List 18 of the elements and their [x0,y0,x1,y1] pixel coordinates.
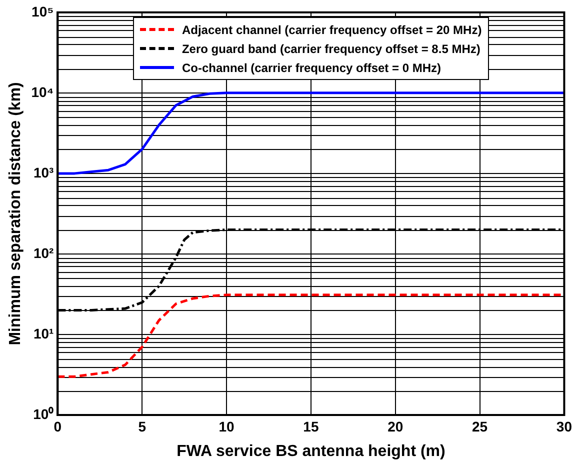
x-tick-label: 0 [54,418,62,434]
y-tick-label: 10⁰ [33,406,54,422]
y-tick-label: 10³ [33,164,54,180]
x-tick-label: 25 [472,418,488,434]
x-tick-label: 10 [218,418,235,434]
y-tick-label: 10² [33,244,54,261]
x-tick-label: 20 [388,418,404,434]
x-tick-label: 15 [303,418,319,434]
x-axis-title: FWA service BS antenna height (m) [176,442,446,460]
x-tick-label: 30 [556,418,572,434]
legend-label: Zero guard band (carrier frequency offset = 8.5 MHz) [182,42,480,56]
y-tick-label: 10⁵ [32,3,54,20]
y-tick-label: 10¹ [33,325,54,342]
y-tick-label: 10⁴ [31,84,54,100]
x-tick-label: 5 [138,418,146,434]
y-axis-title: Minimum separation distance (km) [7,82,24,346]
legend-label: Co-channel (carrier frequency offset = 0 MHz) [182,60,442,75]
legend-label: Adjacent channel (carrier frequency offset = 20 MHz) [182,22,482,37]
